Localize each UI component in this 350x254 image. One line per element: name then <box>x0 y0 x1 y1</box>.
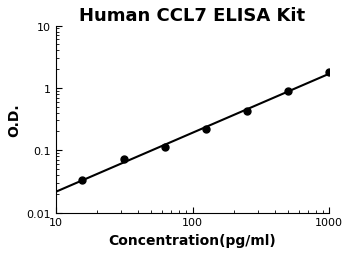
X-axis label: Concentration(pg/ml): Concentration(pg/ml) <box>108 233 276 247</box>
Title: Human CCL7 ELISA Kit: Human CCL7 ELISA Kit <box>79 7 306 25</box>
Y-axis label: O.D.: O.D. <box>7 103 21 136</box>
